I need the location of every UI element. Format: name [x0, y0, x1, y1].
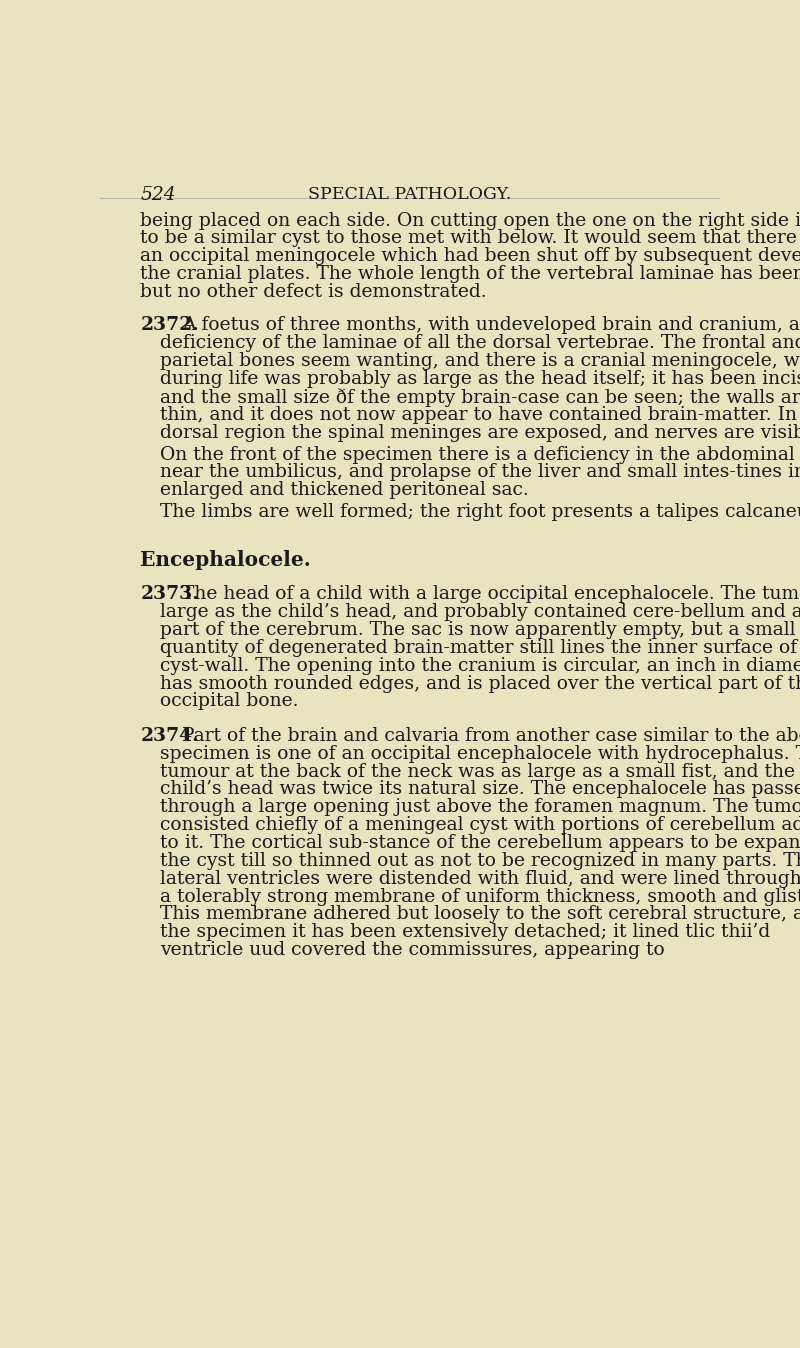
- Text: The limbs are well formed; the right foot presents a talipes calcaneus.: The limbs are well formed; the right foo…: [160, 503, 800, 522]
- Text: The head of a child with a large occipital encephalocele. The tumour is as: The head of a child with a large occipit…: [182, 585, 800, 604]
- Text: has smooth rounded edges, and is placed over the vertical part of the: has smooth rounded edges, and is placed …: [160, 674, 800, 693]
- Text: and the small size ðf the empty brain-case can be seen; the walls are: and the small size ðf the empty brain-ca…: [160, 388, 800, 407]
- Text: 2373.: 2373.: [140, 585, 199, 604]
- Text: enlarged and thickened peritoneal sac.: enlarged and thickened peritoneal sac.: [160, 481, 529, 499]
- Text: 2374.: 2374.: [140, 727, 199, 745]
- Text: tumour at the back of the neck was as large as a small fist, and the: tumour at the back of the neck was as la…: [160, 763, 795, 780]
- Text: A foetus of three months, with undeveloped brain and cranium, and with: A foetus of three months, with undevelop…: [182, 317, 800, 334]
- Text: cyst-wall. The opening into the cranium is circular, an inch in diameter,: cyst-wall. The opening into the cranium …: [160, 656, 800, 674]
- Text: being placed on each side. On cutting open the one on the right side it is seen: being placed on each side. On cutting op…: [140, 212, 800, 229]
- Text: 2372.: 2372.: [140, 317, 199, 334]
- Text: through a large opening just above the foramen magnum. The tumour: through a large opening just above the f…: [160, 798, 800, 817]
- Text: lateral ventricles were distended with fluid, and were lined throughout by: lateral ventricles were distended with f…: [160, 869, 800, 887]
- Text: 524: 524: [140, 186, 176, 204]
- Text: child’s head was twice its natural size. The encephalocele has passed: child’s head was twice its natural size.…: [160, 780, 800, 798]
- Text: occipital bone.: occipital bone.: [160, 693, 298, 710]
- Text: an occipital meningocele which had been shut off by subsequent development of: an occipital meningocele which had been …: [140, 247, 800, 266]
- Text: parietal bones seem wanting, and there is a cranial meningocele, which: parietal bones seem wanting, and there i…: [160, 352, 800, 371]
- Text: Encephalocele.: Encephalocele.: [140, 550, 311, 570]
- Text: the cyst till so thinned out as not to be recognized in many parts. The: the cyst till so thinned out as not to b…: [160, 852, 800, 869]
- Text: near the umbilicus, and prolapse of the liver and small intes-tines into an: near the umbilicus, and prolapse of the …: [160, 464, 800, 481]
- Text: the specimen it has been extensively detached; it lined tlic thii’d: the specimen it has been extensively det…: [160, 923, 770, 941]
- Text: large as the child’s head, and probably contained cere-bellum and a large: large as the child’s head, and probably …: [160, 603, 800, 621]
- Text: On the front of the specimen there is a deficiency in the abdominal wall: On the front of the specimen there is a …: [160, 446, 800, 464]
- Text: dorsal region the spinal meninges are exposed, and nerves are visible.: dorsal region the spinal meninges are ex…: [160, 423, 800, 442]
- Text: to it. The cortical sub-stance of the cerebellum appears to be expanded in: to it. The cortical sub-stance of the ce…: [160, 834, 800, 852]
- Text: specimen is one of an occipital encephalocele with hydrocephalus. The: specimen is one of an occipital encephal…: [160, 744, 800, 763]
- Text: a tolerably strong membrane of uniform thickness, smooth and glistening.: a tolerably strong membrane of uniform t…: [160, 887, 800, 906]
- Text: during life was probably as large as the head itself; it has been incised,: during life was probably as large as the…: [160, 369, 800, 388]
- Text: but no other defect is demonstrated.: but no other defect is demonstrated.: [140, 283, 487, 301]
- Text: ventricle uud covered the commissures, appearing to: ventricle uud covered the commissures, a…: [160, 941, 665, 958]
- Text: thin, and it does not now appear to have contained brain-matter. In the: thin, and it does not now appear to have…: [160, 406, 800, 423]
- Text: Part of the brain and calvaria from another case similar to the above. The: Part of the brain and calvaria from anot…: [182, 727, 800, 745]
- Text: quantity of degenerated brain-matter still lines the inner surface of the: quantity of degenerated brain-matter sti…: [160, 639, 800, 656]
- Text: the cranial plates. The whole length of the vertebral laminae has been exposed,: the cranial plates. The whole length of …: [140, 266, 800, 283]
- Text: This membrane adhered but loosely to the soft cerebral structure, and in: This membrane adhered but loosely to the…: [160, 906, 800, 923]
- Text: part of the cerebrum. The sac is now apparently empty, but a small: part of the cerebrum. The sac is now app…: [160, 621, 796, 639]
- Text: deficiency of the laminae of all the dorsal vertebrae. The frontal and: deficiency of the laminae of all the dor…: [160, 334, 800, 352]
- Text: consisted chiefly of a meningeal cyst with portions of cerebellum adherent: consisted chiefly of a meningeal cyst wi…: [160, 816, 800, 834]
- Text: to be a similar cyst to those met with below. It would seem that there had been: to be a similar cyst to those met with b…: [140, 229, 800, 248]
- Text: SPECIAL PATHOLOGY.: SPECIAL PATHOLOGY.: [308, 186, 512, 202]
